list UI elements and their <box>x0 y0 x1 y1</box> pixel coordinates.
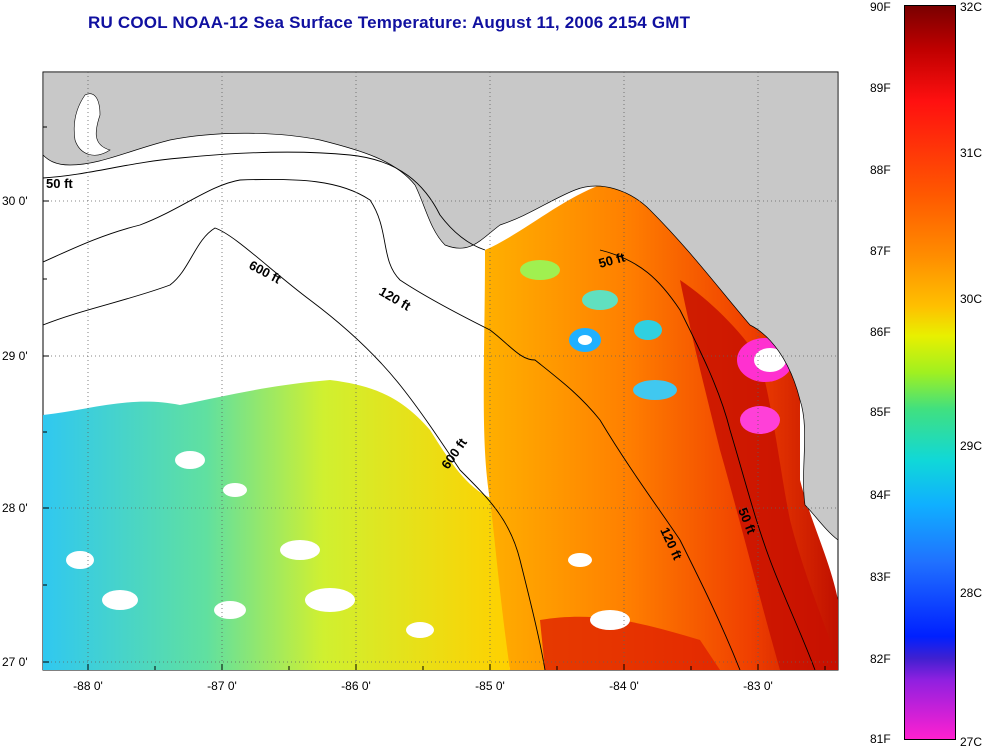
contour-50ft-north <box>43 151 486 251</box>
colorbar-c-31: 31C <box>960 146 983 160</box>
contour-label-50ft-north: 50 ft <box>597 249 627 271</box>
longitude-labels: -88 0' -87 0' -86 0' -85 0' -84 0' -83 0… <box>73 679 773 693</box>
land-mass <box>43 72 838 541</box>
colorbar-f-87: 87F <box>870 244 891 258</box>
lon-label-85: -85 0' <box>475 679 505 693</box>
contour-50ft-east <box>599 249 816 670</box>
colorbar-f-88: 88F <box>870 163 891 177</box>
colorbar-c-27: 27C <box>960 735 983 749</box>
lon-label-87: -87 0' <box>207 679 237 693</box>
panhandle-bay <box>73 93 111 156</box>
map-title: RU COOL NOAA-12 Sea Surface Temperature:… <box>88 13 691 32</box>
lat-label-28: 28 0' <box>2 501 28 515</box>
colorbar-f-81: 81F <box>870 732 891 746</box>
colorbar-f-89: 89F <box>870 81 891 95</box>
contour-600ft <box>43 227 546 670</box>
lon-label-86: -86 0' <box>341 679 371 693</box>
isobath-contours <box>43 151 816 670</box>
sst-west-region <box>43 380 510 670</box>
colorbar-c-32: 32C <box>960 0 983 14</box>
lat-label-30: 30 0' <box>2 194 28 208</box>
lon-label-88: -88 0' <box>73 679 103 693</box>
colorbar-f-85: 85F <box>870 405 891 419</box>
colorbar-f-82: 82F <box>870 652 891 666</box>
lat-label-29: 29 0' <box>2 349 28 363</box>
sea-surface-temperature-map[interactable]: 50 ft 600 ft 120 ft 50 ft 600 ft 120 ft … <box>0 0 900 754</box>
graticule <box>43 72 838 670</box>
colorbar-f-84: 84F <box>870 488 891 502</box>
colorbar-f-90: 90F <box>870 0 891 14</box>
cloud-gaps <box>66 451 630 638</box>
axis-ticks <box>43 126 826 670</box>
colorbar-c-29: 29C <box>960 439 983 453</box>
contour-120ft <box>43 178 741 670</box>
colorbar-c-30: 30C <box>960 292 983 306</box>
lat-label-27: 27 0' <box>2 655 28 669</box>
contour-label-50ft-west: 50 ft <box>46 176 73 191</box>
lon-label-84: -84 0' <box>609 679 639 693</box>
latitude-labels: 30 0' 29 0' 28 0' 27 0' <box>2 194 28 669</box>
sst-eddies <box>520 260 793 434</box>
lon-label-83: -83 0' <box>743 679 773 693</box>
colorbar-c-28: 28C <box>960 586 983 600</box>
temperature-colorbar <box>904 5 956 740</box>
colorbar-f-86: 86F <box>870 325 891 339</box>
colorbar-f-83: 83F <box>870 570 891 584</box>
sst-nearshore-hot <box>680 280 838 670</box>
sst-southwest-hot <box>540 616 720 670</box>
